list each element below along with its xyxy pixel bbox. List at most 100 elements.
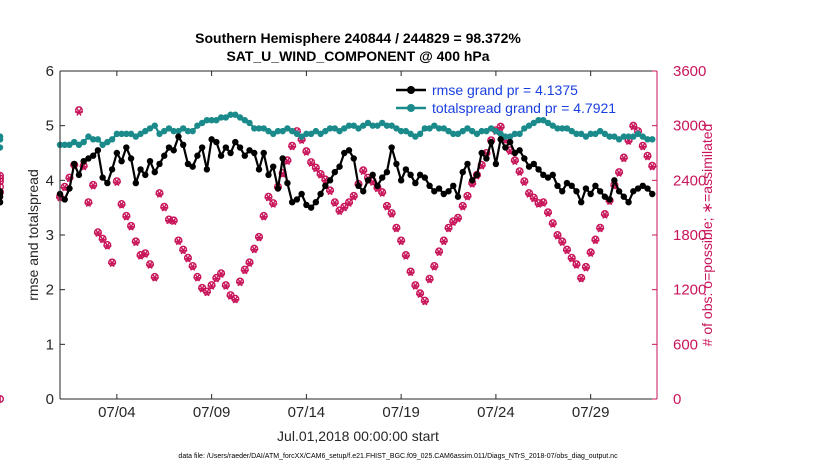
series-point-rmse bbox=[473, 171, 481, 179]
series-point-rmse bbox=[66, 185, 73, 192]
series-point-totalspread bbox=[227, 111, 234, 118]
series-point-totalspread bbox=[639, 133, 646, 140]
footer-data-file: data file: /Users/raeder/DAI/ATM_forcXX/… bbox=[178, 453, 618, 460]
obs-assimilated-point bbox=[525, 190, 534, 198]
series-point-totalspread bbox=[478, 127, 485, 135]
series-point-totalspread bbox=[331, 125, 339, 132]
obs-assimilated-point bbox=[382, 202, 391, 211]
series-point-totalspread bbox=[426, 125, 433, 132]
series-point-totalspread bbox=[388, 122, 395, 129]
series-point-totalspread bbox=[473, 130, 481, 138]
obs-possible-point bbox=[302, 147, 311, 156]
series-point-rmse bbox=[454, 193, 462, 200]
series-point-totalspread bbox=[620, 133, 628, 140]
series-point-totalspread bbox=[89, 136, 97, 143]
series-point-totalspread bbox=[0, 144, 4, 151]
series-point-totalspread bbox=[374, 122, 381, 129]
series-point-rmse bbox=[274, 185, 282, 192]
series-point-rmse bbox=[326, 177, 334, 184]
series-point-rmse bbox=[374, 182, 381, 189]
obs-assimilated-point bbox=[458, 202, 467, 211]
obs-possible-point bbox=[591, 235, 600, 244]
series-point-rmse bbox=[516, 147, 523, 154]
series-point-totalspread bbox=[80, 138, 87, 146]
obs-assimilated-point bbox=[188, 263, 197, 271]
obs-possible-point bbox=[103, 241, 112, 250]
series-point-totalspread bbox=[236, 114, 244, 121]
obs-assimilated-point bbox=[425, 275, 434, 284]
obs-assimilated-point bbox=[496, 123, 505, 132]
series-point-totalspread bbox=[544, 119, 552, 127]
series-point-rmse bbox=[127, 155, 135, 162]
series-point-totalspread bbox=[431, 122, 438, 129]
obs-possible-point bbox=[619, 153, 628, 162]
series-point-totalspread bbox=[222, 114, 230, 121]
series-point-totalspread bbox=[0, 136, 4, 143]
obs-assimilated-point bbox=[288, 142, 297, 151]
obs-possible-point bbox=[136, 251, 145, 260]
series-point-totalspread bbox=[369, 122, 376, 129]
series-point-totalspread bbox=[464, 125, 471, 132]
obs-assimilated-point bbox=[217, 270, 226, 278]
obs-possible-point bbox=[316, 169, 325, 178]
series-point-rmse bbox=[530, 160, 538, 168]
obs-assimilated-point bbox=[141, 250, 150, 258]
series-point-totalspread bbox=[85, 133, 92, 140]
series-point-rmse bbox=[298, 190, 305, 198]
series-point-totalspread bbox=[326, 125, 334, 132]
obs-assimilated-point bbox=[444, 224, 453, 233]
series-point-rmse bbox=[350, 155, 357, 162]
series-point-rmse bbox=[521, 155, 528, 162]
y-axis-label: rmse and totalspread bbox=[25, 169, 41, 301]
series-point-rmse bbox=[402, 166, 410, 173]
obs-possible-point bbox=[0, 188, 4, 197]
obs-assimilated-point bbox=[89, 181, 98, 190]
series-point-rmse bbox=[611, 177, 618, 184]
obs-possible-point bbox=[581, 262, 590, 271]
series-point-rmse bbox=[307, 204, 315, 211]
obs-possible-point bbox=[89, 180, 98, 189]
series-point-totalspread bbox=[189, 127, 196, 135]
series-point-rmse bbox=[431, 188, 438, 195]
obs-possible-point bbox=[236, 277, 245, 286]
y-axis-right: 0 600 1200 1800 2400 3000 3600 bbox=[652, 63, 706, 408]
obs-assimilated-point bbox=[302, 148, 311, 156]
obs-assimilated-point bbox=[93, 229, 102, 237]
obs-assimilated-point bbox=[326, 187, 335, 196]
series-point-rmse bbox=[331, 168, 339, 176]
obs-possible-point bbox=[596, 223, 605, 232]
series-point-rmse bbox=[146, 158, 154, 165]
series-point-totalspread bbox=[66, 141, 73, 148]
series-point-totalspread bbox=[378, 119, 386, 127]
obs-assimilated-point bbox=[160, 203, 169, 212]
obs-assimilated-point bbox=[84, 199, 93, 207]
obs-assimilated-point bbox=[349, 192, 358, 201]
obs-assimilated-point bbox=[226, 292, 235, 300]
obs-assimilated-point bbox=[435, 248, 444, 257]
series-point-totalspread bbox=[260, 125, 267, 132]
y-axis-right-label: # of obs: o=possible; ∗=assimilated bbox=[699, 124, 715, 347]
series-point-totalspread bbox=[393, 125, 400, 132]
legend: rmse grand pr = 4.1375 totalspread grand… bbox=[396, 82, 616, 116]
plot-area bbox=[60, 71, 657, 399]
series-point-rmse bbox=[459, 168, 466, 176]
obs-possible-point bbox=[98, 234, 107, 243]
obs-possible-point bbox=[425, 274, 434, 283]
y-tick-label-left: 6 bbox=[46, 63, 54, 80]
series-point-totalspread bbox=[194, 122, 201, 129]
series-point-totalspread bbox=[492, 127, 500, 135]
series-point-rmse bbox=[179, 141, 187, 148]
series-point-rmse bbox=[412, 179, 419, 187]
series-point-totalspread bbox=[592, 130, 599, 138]
series-point-rmse bbox=[71, 160, 78, 168]
obs-possible-point bbox=[439, 236, 448, 245]
series-point-rmse bbox=[123, 144, 130, 151]
obs-possible-point bbox=[600, 210, 609, 219]
series-point-rmse bbox=[487, 138, 495, 146]
series-point-totalspread bbox=[104, 138, 111, 146]
legend-marker-totalspread bbox=[407, 104, 415, 112]
obs-possible-point bbox=[93, 228, 102, 237]
obs-assimilated-point bbox=[131, 238, 140, 247]
series-point-rmse bbox=[61, 196, 68, 203]
obs-possible-point bbox=[638, 141, 647, 150]
